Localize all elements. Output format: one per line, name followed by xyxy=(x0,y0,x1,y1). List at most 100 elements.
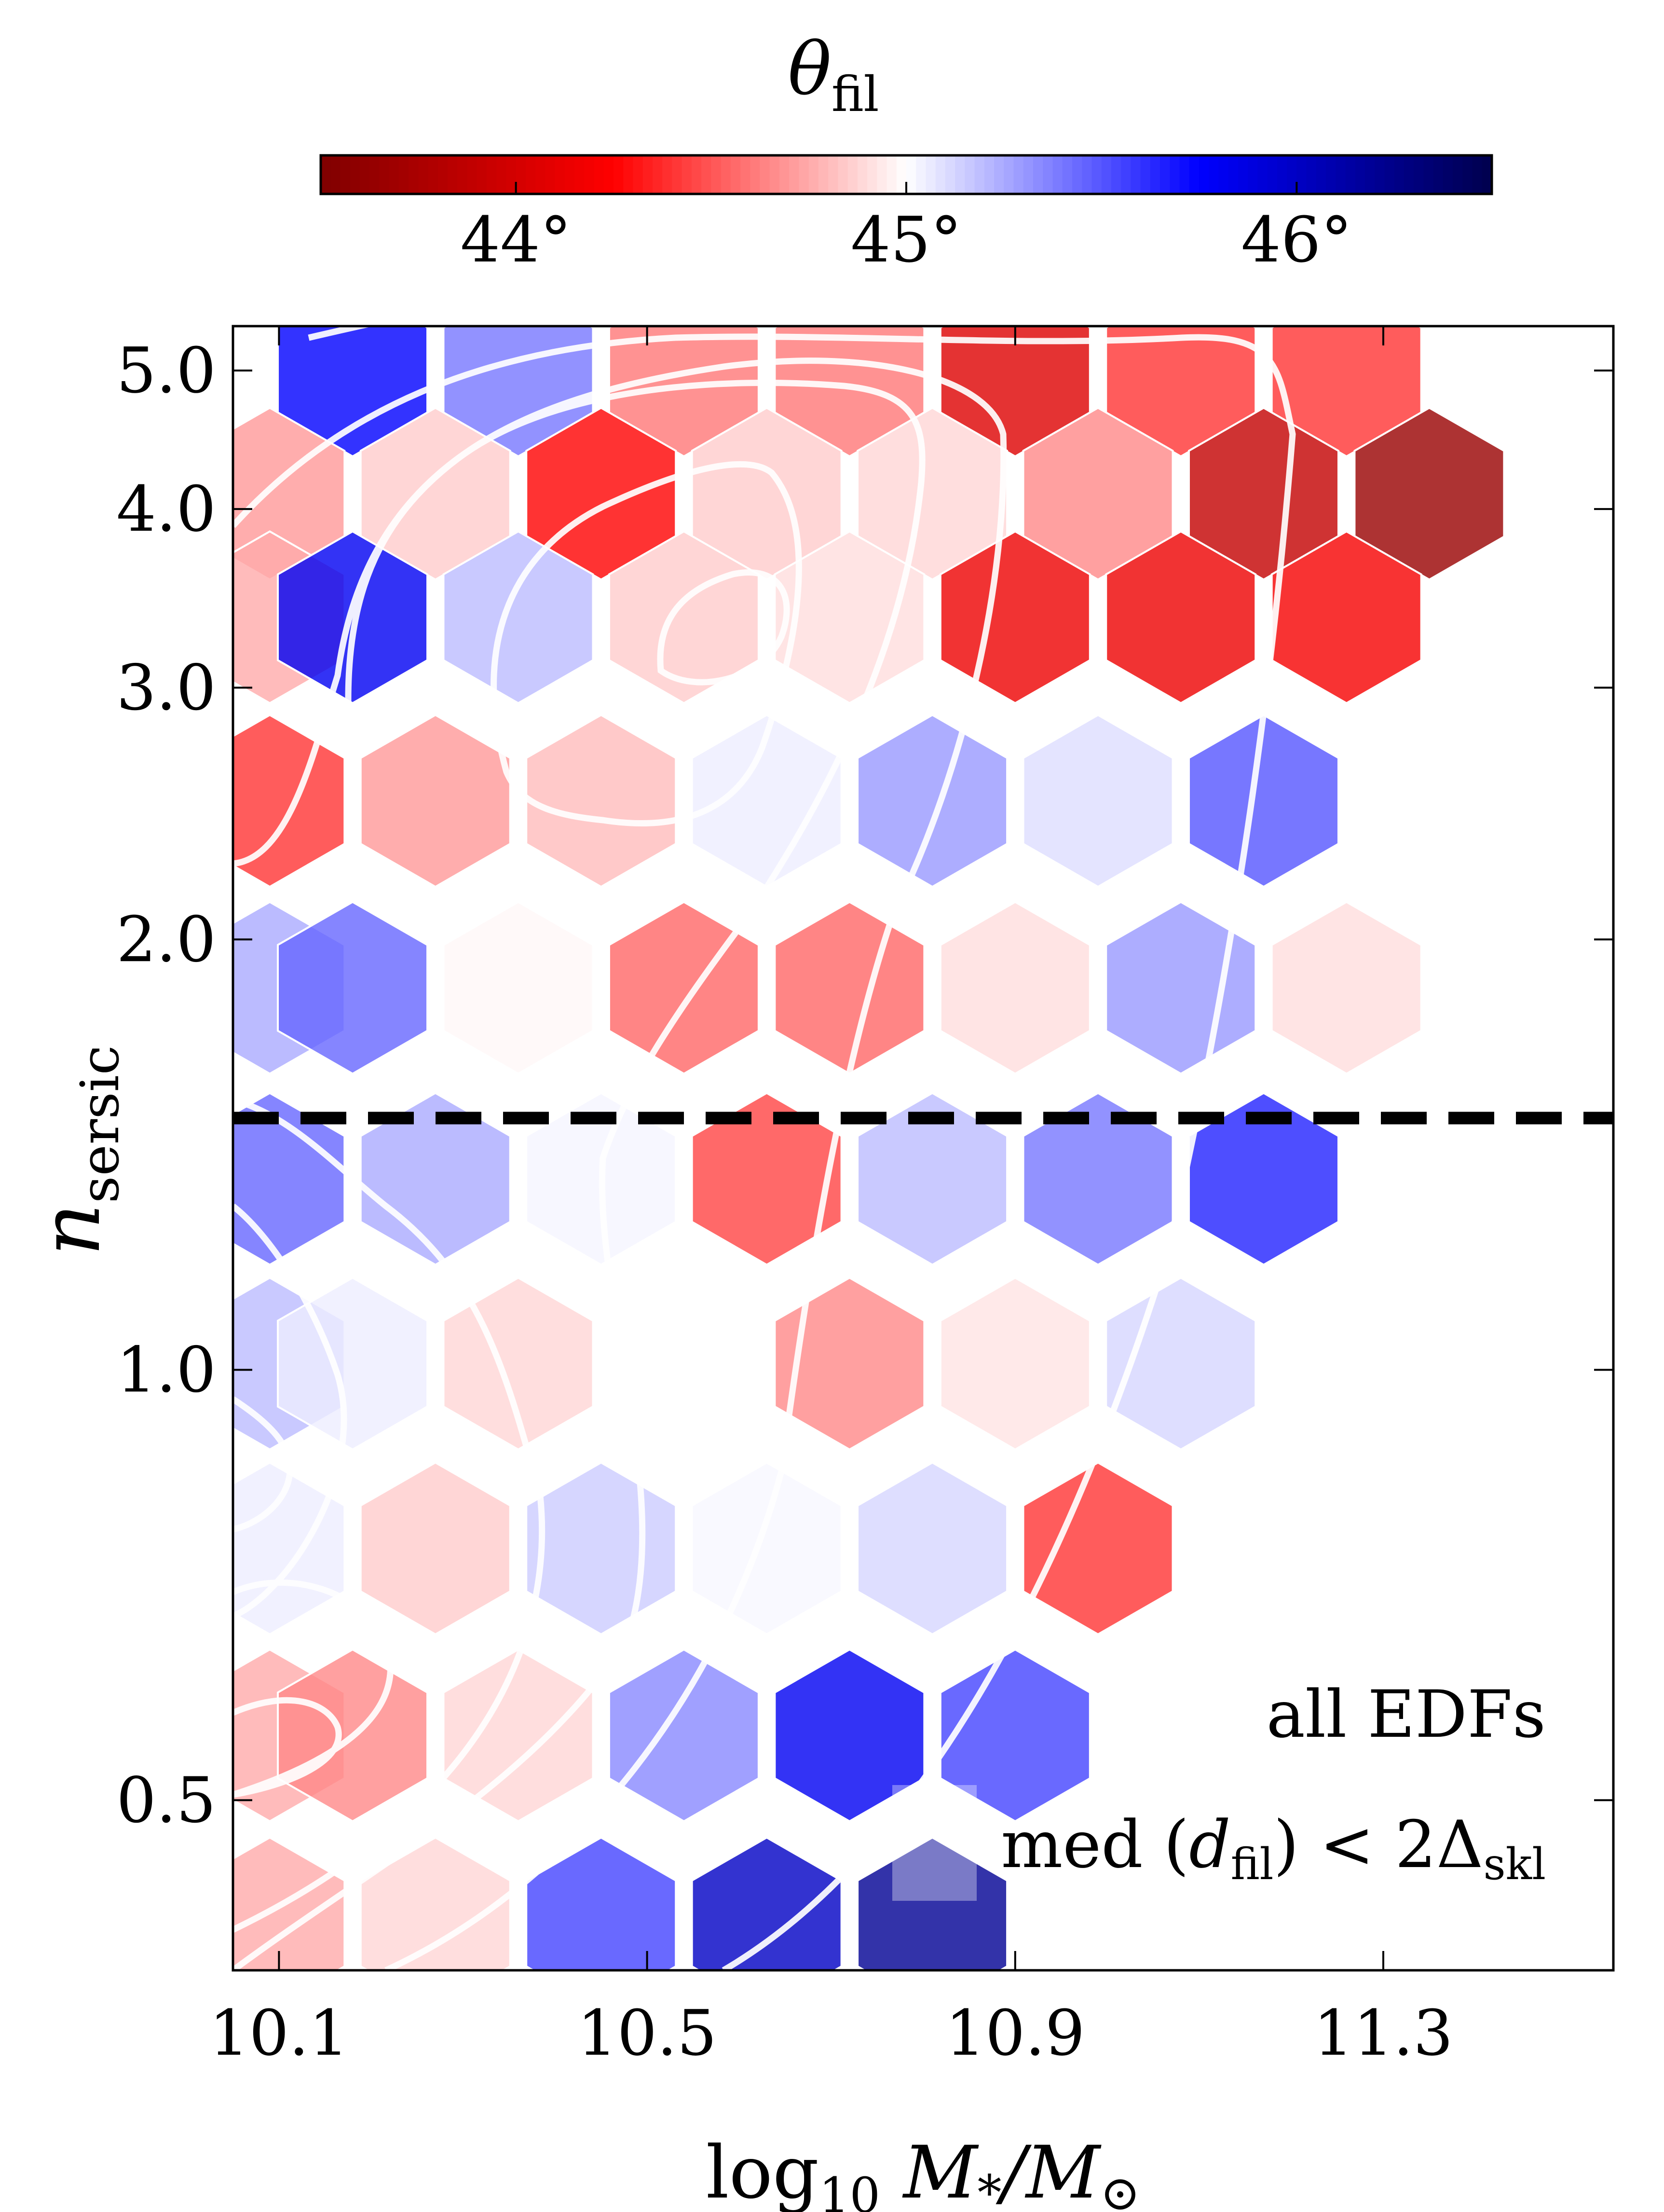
colorbar-segment xyxy=(1189,155,1200,194)
colorbar-segment xyxy=(350,155,360,194)
colorbar-segment xyxy=(1004,155,1014,194)
hex-cell xyxy=(857,1461,1009,1635)
colorbar-segment xyxy=(1131,155,1141,194)
hex-cell xyxy=(1105,901,1257,1075)
y-tick-label: 5.0 xyxy=(116,334,216,407)
hex-cell xyxy=(774,530,926,704)
colorbar-segment xyxy=(1404,155,1415,194)
colorbar-segment xyxy=(1111,155,1122,194)
colorbar-segment xyxy=(1199,155,1210,194)
colorbar-segment xyxy=(428,155,438,194)
hex-cell xyxy=(857,714,1009,888)
colorbar-segment xyxy=(857,155,868,194)
contour-11 xyxy=(233,1697,342,1798)
hex-cell xyxy=(233,1461,346,1635)
hex-cell xyxy=(233,714,346,888)
hex-cell xyxy=(691,1461,843,1635)
colorbar-segment xyxy=(1052,155,1063,194)
hex-cell xyxy=(359,1461,511,1635)
colorbar-segment xyxy=(1364,155,1376,194)
hex-cell xyxy=(1022,1461,1174,1635)
colorbar-segment xyxy=(945,155,956,194)
colorbar-segment xyxy=(389,155,399,194)
contour-10 xyxy=(233,1579,394,1798)
colorbar-segment xyxy=(1228,155,1239,194)
colorbar-segment xyxy=(535,155,546,194)
colorbar-segment xyxy=(740,155,751,194)
colorbar-segment xyxy=(1043,155,1053,194)
colorbar-segment xyxy=(974,155,985,194)
colorbar-segment xyxy=(340,155,351,194)
colorbar-segment xyxy=(1082,155,1092,194)
hex-cell xyxy=(277,326,429,458)
colorbar-segment xyxy=(1443,155,1454,194)
colorbar-segment xyxy=(808,155,819,194)
colorbar-segment xyxy=(359,155,370,194)
colorbar-segment xyxy=(701,155,712,194)
colorbar-segment xyxy=(847,155,858,194)
colorbar-segment xyxy=(906,155,917,194)
colorbar-segment xyxy=(594,155,604,194)
colorbar-ticks: 44° 45° 46° xyxy=(460,182,1352,276)
y-tick-label: 0.5 xyxy=(116,1763,216,1837)
colorbar-segment xyxy=(1267,155,1278,194)
colorbar-segment xyxy=(1209,155,1219,194)
hex-cell xyxy=(608,1648,760,1823)
x-axis-ticks: 10.1 10.5 10.9 11.3 xyxy=(209,326,1453,2070)
hex-cell xyxy=(608,1277,760,1451)
colorbar-segment xyxy=(1296,155,1307,194)
colorbar-tick-label: 45° xyxy=(851,203,962,276)
hex-cell xyxy=(1105,326,1257,458)
colorbar-segment xyxy=(486,155,497,194)
colorbar-segment xyxy=(623,155,634,194)
colorbar-title: θfil xyxy=(788,27,879,123)
colorbar-segment xyxy=(1384,155,1395,194)
hex-cell xyxy=(1270,901,1422,1075)
colorbar-segment xyxy=(1257,155,1268,194)
hex-cell xyxy=(442,530,594,704)
contour-6 xyxy=(657,569,790,686)
colorbar-segment xyxy=(955,155,966,194)
hex-cell xyxy=(442,901,594,1075)
colorbar-tick-label: 46° xyxy=(1241,203,1352,276)
colorbar-segment xyxy=(555,155,565,194)
hex-cell xyxy=(857,407,1009,581)
plot-frame xyxy=(232,325,1615,1972)
annotation-sample: all EDFs xyxy=(1267,1676,1546,1752)
colorbar-segment xyxy=(1423,155,1434,194)
hex-cell xyxy=(233,1092,346,1266)
colorbar-segment xyxy=(1287,155,1297,194)
hex-cell xyxy=(525,407,677,581)
hexbin-cells xyxy=(233,326,1505,1970)
colorbar-segment xyxy=(926,155,936,194)
hex-cell xyxy=(857,1836,1009,1970)
hex-cell xyxy=(691,407,843,581)
colorbar-segment xyxy=(1121,155,1132,194)
y-tick-label: 4.0 xyxy=(116,472,216,546)
colorbar-segment xyxy=(1248,155,1258,194)
hex-cell xyxy=(608,901,760,1075)
hex-cell xyxy=(857,1092,1009,1266)
colorbar-segment xyxy=(672,155,682,194)
colorbar-segment xyxy=(506,155,517,194)
x-axis-label: log10 M*/M⊙ xyxy=(706,2131,1141,2212)
colorbar-segment xyxy=(457,155,468,194)
colorbar-segment xyxy=(1140,155,1151,194)
colorbar-segment xyxy=(409,155,419,194)
colorbar-segment xyxy=(1072,155,1083,194)
colorbar-segment xyxy=(477,155,487,194)
colorbar-segment xyxy=(1306,155,1317,194)
hex-cell xyxy=(442,1648,594,1823)
hex-cell xyxy=(939,1277,1091,1451)
hex-cell xyxy=(525,714,677,888)
y-tick-label: 3.0 xyxy=(116,651,216,724)
y-tick-label: 1.0 xyxy=(116,1333,216,1406)
hex-cell xyxy=(1105,530,1257,704)
colorbar-segment xyxy=(1023,155,1034,194)
colorbar-segment xyxy=(760,155,770,194)
hex-cell xyxy=(233,1836,346,1970)
colorbar-segment xyxy=(418,155,429,194)
colorbar-segment xyxy=(1472,155,1483,194)
annotation-criterion: med (dfil) < 2Δskl xyxy=(1001,1807,1546,1890)
colorbar-segment xyxy=(984,155,995,194)
